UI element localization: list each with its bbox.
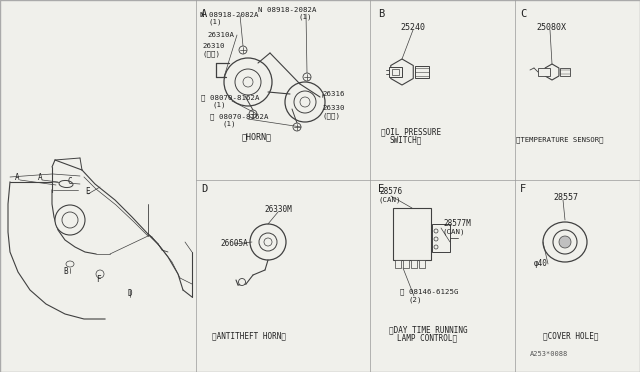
Circle shape (250, 224, 286, 260)
Text: (ハイ): (ハイ) (202, 51, 220, 57)
Circle shape (300, 97, 310, 107)
Circle shape (285, 82, 325, 122)
Circle shape (303, 73, 311, 81)
Text: A: A (38, 173, 43, 182)
Text: A253*0088: A253*0088 (530, 351, 568, 357)
Circle shape (434, 229, 438, 233)
Text: (1): (1) (212, 102, 225, 108)
Text: (ロー): (ロー) (322, 113, 340, 119)
Text: B: B (378, 9, 384, 19)
Polygon shape (391, 59, 413, 85)
Text: 26605A: 26605A (220, 240, 248, 248)
Text: (CAN): (CAN) (379, 197, 401, 203)
Text: F: F (520, 184, 526, 194)
Bar (411, 260, 417, 268)
Text: 〈TEMPERATURE SENSOR〉: 〈TEMPERATURE SENSOR〉 (516, 137, 604, 143)
Bar (393, 208, 431, 260)
Text: 26310: 26310 (202, 43, 225, 49)
Text: 〈HORN〉: 〈HORN〉 (242, 132, 272, 141)
Text: 26316: 26316 (322, 91, 344, 97)
Circle shape (434, 237, 438, 241)
Text: 〈ANTITHEFT HORN〉: 〈ANTITHEFT HORN〉 (212, 331, 286, 340)
Text: 〈OIL PRESSURE: 〈OIL PRESSURE (381, 128, 441, 137)
Bar (403, 260, 409, 268)
Ellipse shape (59, 180, 73, 187)
Text: (2): (2) (408, 297, 422, 303)
Circle shape (293, 123, 301, 131)
Circle shape (264, 238, 272, 246)
Text: (1): (1) (298, 14, 312, 20)
Text: 〈COVER HOLE〉: 〈COVER HOLE〉 (543, 331, 598, 340)
Polygon shape (545, 64, 559, 80)
Text: 26330: 26330 (322, 105, 344, 111)
Text: 〈DAY TIME RUNNING: 〈DAY TIME RUNNING (389, 326, 468, 334)
Text: φ40: φ40 (534, 260, 548, 269)
Bar (389, 67, 402, 77)
Text: 25080X: 25080X (536, 22, 566, 32)
Text: B: B (63, 267, 68, 276)
Text: N 08918-2082A: N 08918-2082A (200, 12, 259, 18)
Text: (1): (1) (222, 121, 236, 127)
Circle shape (243, 77, 253, 87)
Text: Ⓑ 08070-8162A: Ⓑ 08070-8162A (201, 95, 259, 101)
Text: LAMP CONTROL〉: LAMP CONTROL〉 (397, 334, 457, 343)
Text: Ⓑ 08146-6125G: Ⓑ 08146-6125G (400, 289, 458, 295)
Ellipse shape (66, 261, 74, 267)
Circle shape (239, 279, 246, 285)
Text: A: A (15, 173, 20, 182)
Bar (415, 66, 429, 78)
Circle shape (294, 91, 316, 113)
Text: Ⓑ 08070-8162A: Ⓑ 08070-8162A (210, 114, 269, 120)
Text: A: A (201, 9, 207, 19)
Circle shape (224, 58, 272, 106)
Circle shape (55, 205, 85, 235)
Circle shape (434, 245, 438, 249)
Bar (392, 69, 399, 75)
Circle shape (96, 270, 104, 278)
Bar (432, 224, 450, 252)
Text: (1): (1) (208, 19, 221, 25)
Bar (560, 68, 570, 76)
Text: N 08918-2082A: N 08918-2082A (258, 7, 317, 13)
Circle shape (553, 230, 577, 254)
Circle shape (235, 69, 261, 95)
Text: 28576: 28576 (379, 187, 402, 196)
Text: D: D (128, 289, 132, 298)
Text: 28577M: 28577M (443, 219, 471, 228)
Circle shape (259, 233, 277, 251)
Circle shape (62, 212, 78, 228)
Ellipse shape (543, 222, 587, 262)
Text: E: E (85, 187, 90, 196)
Text: 25240: 25240 (400, 22, 425, 32)
Circle shape (249, 110, 257, 118)
Text: F: F (96, 276, 100, 285)
Text: 26330M: 26330M (264, 205, 292, 214)
Text: 26310A: 26310A (207, 32, 234, 38)
Circle shape (239, 46, 247, 54)
Bar (419, 260, 425, 268)
Text: C: C (520, 9, 526, 19)
Text: 28557: 28557 (553, 192, 578, 202)
Text: E: E (378, 184, 384, 194)
Circle shape (559, 236, 571, 248)
Bar (395, 260, 401, 268)
Text: C: C (68, 177, 72, 186)
Bar (538, 68, 550, 76)
Text: (CAN): (CAN) (443, 229, 465, 235)
Text: SWITCH〉: SWITCH〉 (389, 135, 421, 144)
Text: D: D (201, 184, 207, 194)
